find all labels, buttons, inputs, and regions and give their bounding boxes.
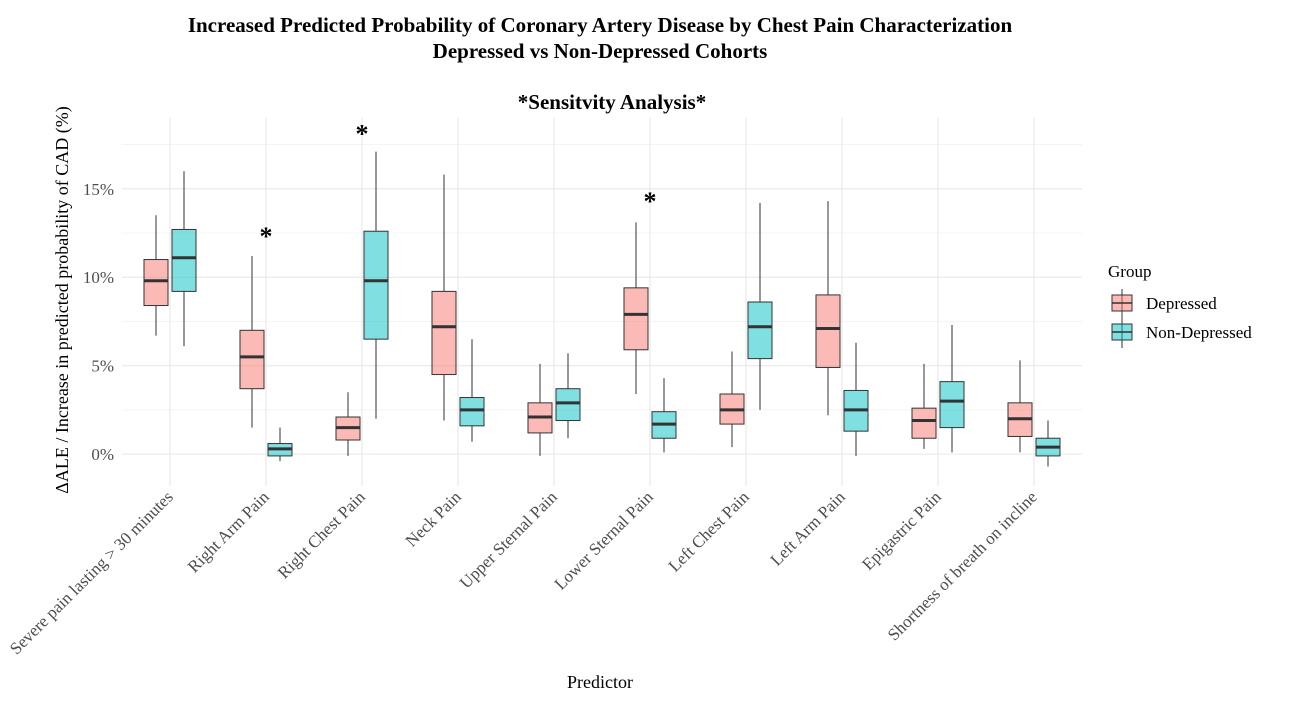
box-body: [171, 228, 197, 292]
box-body: [911, 407, 937, 439]
box-body: [431, 290, 457, 376]
y-tick-label: 10%: [83, 268, 114, 287]
legend-title: Group: [1108, 262, 1151, 281]
x-tick-label: Right Chest Pain: [274, 487, 369, 582]
significance-star: *: [356, 120, 369, 149]
box-non-depressed-6: [747, 202, 773, 410]
box-depressed-9: [1007, 360, 1033, 453]
significance-star: *: [644, 187, 657, 216]
y-tick-label: 15%: [83, 180, 114, 199]
x-tick-label: Severe pain lasting > 30 minutes: [6, 487, 177, 658]
box-non-depressed-1: [267, 427, 293, 462]
legend-item-non-depressed: Non-Depressed: [1111, 318, 1252, 348]
box-non-depressed-8: [939, 325, 965, 453]
y-axis-title: ΔALE / Increase in predicted probability…: [52, 106, 73, 493]
y-axis-ticks: 0% 5% 10% 15%: [83, 180, 114, 464]
box-non-depressed-4: [555, 353, 581, 439]
box-non-depressed-7: [843, 342, 869, 456]
box-non-depressed-9: [1035, 420, 1061, 467]
box-depressed-0: [143, 215, 169, 336]
x-tick-label: Upper Sternal Pain: [456, 487, 561, 592]
box-body: [747, 301, 773, 360]
legend: Group Depressed Non-Depressed: [1108, 262, 1252, 348]
grid-lines: [122, 118, 1082, 486]
box-body: [815, 294, 841, 368]
box-depressed-4: [527, 363, 553, 456]
box-depressed-8: [911, 363, 937, 449]
legend-label: Non-Depressed: [1146, 323, 1252, 342]
x-axis-ticks: Severe pain lasting > 30 minutes Right Ar…: [6, 487, 1041, 658]
box-non-depressed-2: [363, 151, 389, 419]
box-non-depressed-3: [459, 339, 485, 442]
x-tick-label: Neck Pain: [402, 487, 466, 551]
legend-label: Depressed: [1146, 294, 1217, 313]
x-tick-label: Lower Sternal Pain: [551, 487, 658, 594]
box-body: [555, 388, 581, 422]
box-depressed-6: [719, 351, 745, 448]
legend-item-depressed: Depressed: [1111, 289, 1217, 319]
chart-titles: Increased Predicted Probability of Coron…: [188, 13, 1013, 114]
box-body: [623, 287, 649, 351]
y-tick-label: 5%: [91, 357, 114, 376]
box-body: [459, 397, 485, 427]
x-tick-label: Left Chest Pain: [665, 487, 754, 576]
y-tick-label: 0%: [91, 445, 114, 464]
significance-star: *: [260, 222, 273, 251]
box-depressed-2: [335, 392, 361, 456]
x-axis-title: Predictor: [567, 672, 633, 692]
x-tick-label: Left Arm Pain: [767, 487, 850, 570]
chart-title-line2: Depressed vs Non-Depressed Cohorts: [433, 39, 768, 63]
box-plots: [143, 151, 1061, 467]
box-depressed-3: [431, 174, 457, 421]
box-non-depressed-5: [651, 378, 677, 453]
x-tick-label: Right Arm Pain: [184, 487, 273, 576]
box-depressed-1: [239, 256, 265, 428]
box-body: [143, 259, 169, 307]
box-non-depressed-0: [171, 171, 197, 347]
box-body: [239, 329, 265, 390]
x-tick-label: Epigastric Pain: [858, 487, 945, 574]
box-depressed-7: [815, 201, 841, 416]
box-body: [363, 230, 389, 340]
chart-title: Increased Predicted Probability of Coron…: [188, 13, 1013, 37]
box-body: [939, 381, 965, 429]
box-depressed-5: [623, 222, 649, 394]
chart-subtitle: *Sensitvity Analysis*: [518, 90, 706, 114]
significance-annotations: * * *: [260, 120, 657, 252]
